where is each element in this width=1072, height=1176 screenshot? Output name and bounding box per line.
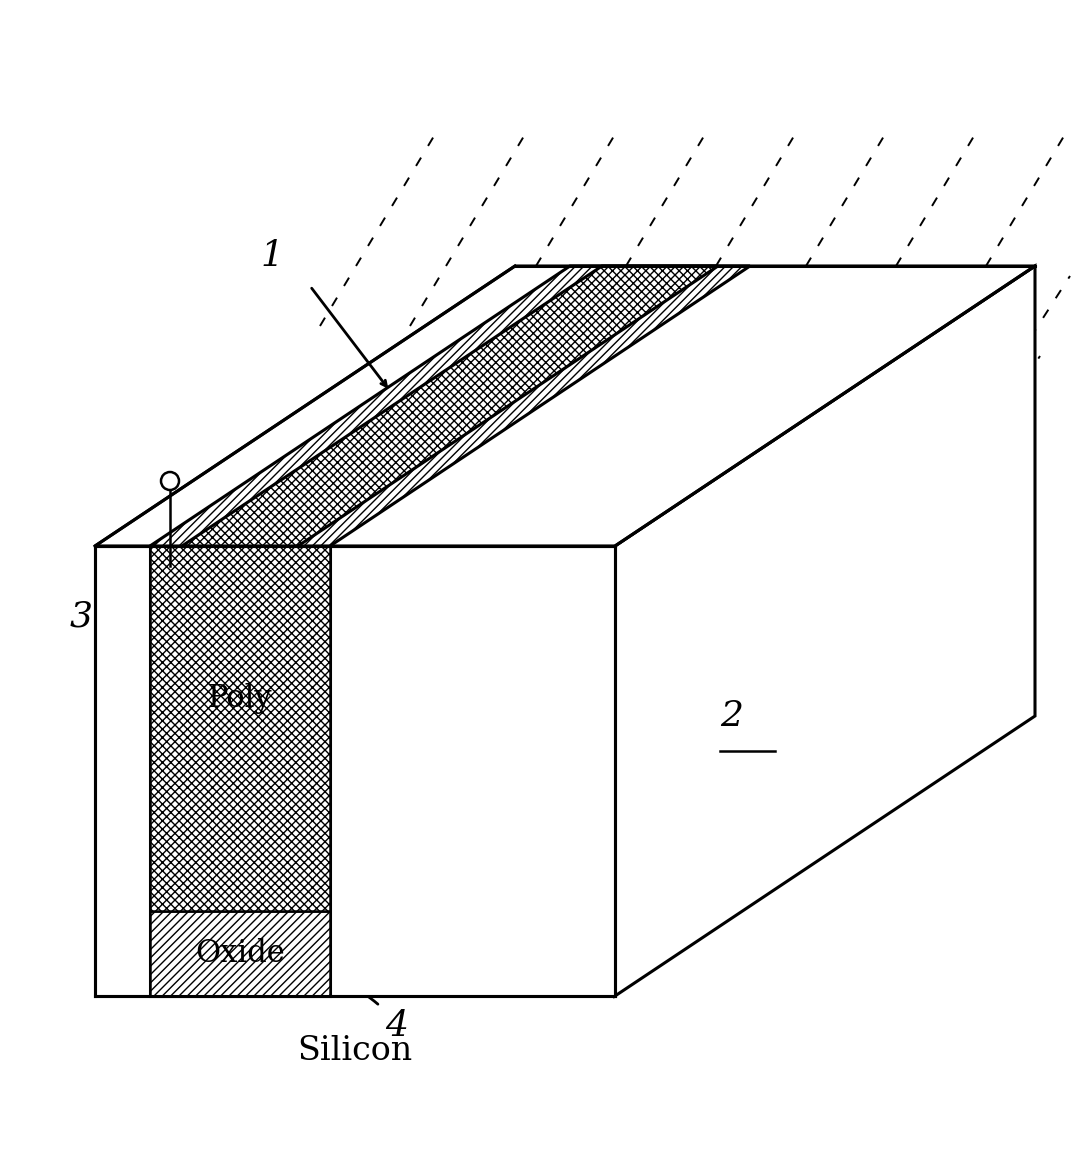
Polygon shape [150,546,330,996]
Text: Silicon: Silicon [297,1035,413,1067]
Polygon shape [150,266,750,546]
Text: 2: 2 [720,699,743,733]
Text: Oxide: Oxide [195,938,285,969]
Polygon shape [615,266,1034,996]
Polygon shape [95,546,615,996]
Text: 3: 3 [70,599,93,633]
Polygon shape [150,911,330,996]
Text: 4: 4 [385,1009,408,1043]
Polygon shape [182,266,718,546]
Polygon shape [95,266,1034,546]
Text: Poly: Poly [208,683,272,714]
Text: 1: 1 [260,239,283,273]
Polygon shape [150,546,330,911]
